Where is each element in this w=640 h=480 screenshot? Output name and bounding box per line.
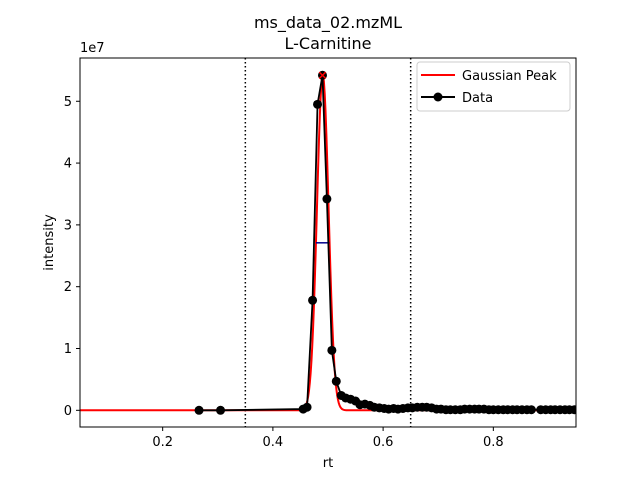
y-tick-label-0: 0 (64, 404, 72, 419)
plot-area (79, 57, 577, 428)
x-tick-label-2: 0.6 (373, 435, 394, 450)
x-tick-label-1: 0.4 (263, 435, 284, 450)
x-axis-label: rt (323, 456, 333, 471)
legend-box (416, 61, 571, 112)
data-point-1 (216, 405, 226, 415)
axis-ticks: 0.2 0.4 0.6 0.8 0 1 2 3 4 5 (64, 95, 504, 450)
y-axis-label: intensity (42, 214, 57, 271)
chart-title-line1: ms_data_02.mzML (254, 13, 402, 33)
y-tick-label-5: 5 (64, 95, 72, 110)
data-point-8 (327, 345, 337, 355)
y-multiplier-label: 1e7 (80, 41, 105, 56)
data-point-3 (302, 402, 312, 412)
legend-data-label: Data (462, 91, 493, 106)
data-point-5 (313, 99, 323, 109)
data-point-50 (526, 405, 536, 415)
plot-frame (79, 57, 577, 428)
plot-clip-group (80, 58, 576, 427)
data-series-line (199, 75, 575, 412)
y-tick-label-4: 4 (64, 157, 72, 172)
apex-marker (318, 71, 327, 80)
y-tick-label-3: 3 (64, 218, 72, 233)
data-point-4 (308, 295, 318, 305)
x-tick-label-3: 0.8 (483, 435, 504, 450)
y-tick-label-2: 2 (64, 280, 72, 295)
legend-gaussian-label: Gaussian Peak (462, 69, 557, 84)
data-point-0 (194, 405, 204, 415)
legend: Gaussian Peak Data (416, 61, 571, 112)
y-tick-label-1: 1 (64, 342, 72, 357)
legend-data-marker (433, 92, 443, 102)
data-point-7 (322, 194, 332, 204)
data-point-9 (331, 376, 341, 386)
chart-title-line2: L-Carnitine (285, 34, 372, 53)
data-point-58 (569, 405, 576, 415)
x-tick-label-0: 0.2 (152, 435, 173, 450)
